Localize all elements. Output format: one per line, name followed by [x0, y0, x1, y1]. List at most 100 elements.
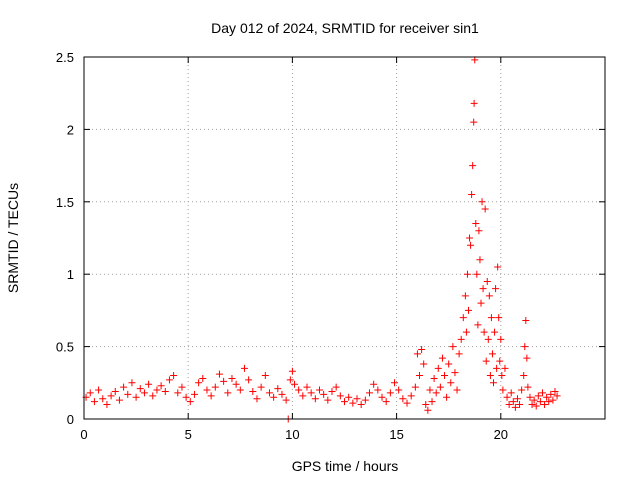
data-point: [307, 389, 315, 397]
data-point: [469, 162, 477, 170]
data-point: [422, 401, 430, 409]
data-point: [526, 393, 534, 401]
data-point: [434, 364, 442, 372]
data-point: [547, 390, 555, 398]
data-point: [470, 99, 478, 107]
data-point: [328, 387, 336, 395]
data-point: [426, 386, 434, 394]
data-point: [438, 354, 446, 362]
axis-ticks: 0 5 10 15 20 0 0.5 1 1.5 2 2.5: [56, 50, 605, 442]
data-point: [420, 360, 428, 368]
data-point: [386, 389, 394, 397]
data-point: [174, 389, 182, 397]
data-point: [507, 389, 515, 397]
data-point: [472, 220, 480, 228]
data-point: [503, 393, 511, 401]
data-point: [463, 270, 471, 278]
data-point: [524, 383, 532, 391]
data-point: [474, 321, 482, 329]
data-point: [332, 383, 340, 391]
data-point: [132, 393, 140, 401]
plot-frame: [83, 56, 606, 420]
data-point: [324, 396, 332, 404]
data-point: [195, 379, 203, 387]
data-point: [486, 372, 494, 380]
data-point: [407, 392, 415, 400]
data-point: [538, 389, 546, 397]
data-point: [361, 396, 369, 404]
data-point: [418, 345, 426, 353]
data-point: [493, 364, 501, 372]
data-point: [482, 357, 490, 365]
data-point: [476, 256, 484, 264]
x-tick-label: 5: [185, 427, 192, 442]
data-point: [345, 393, 353, 401]
data-point: [545, 398, 553, 406]
data-point: [374, 386, 382, 394]
data-point: [349, 399, 357, 407]
data-point: [270, 393, 278, 401]
grid-layer: [84, 57, 605, 419]
data-point: [199, 374, 207, 382]
data-point: [165, 376, 173, 384]
data-point: [145, 380, 153, 388]
data-point: [86, 389, 94, 397]
data-point: [395, 386, 403, 394]
chart-title: Day 012 of 2024, SRMTID for receiver sin…: [211, 20, 479, 36]
data-point: [541, 401, 549, 409]
data-point: [468, 191, 476, 199]
data-point: [484, 335, 492, 343]
data-point: [522, 317, 530, 325]
data-point: [203, 386, 211, 394]
data-point: [403, 399, 411, 407]
data-point: [516, 401, 524, 409]
data-point: [534, 392, 542, 400]
data-point: [511, 403, 519, 411]
x-tick-label: 20: [494, 427, 508, 442]
data-point: [382, 398, 390, 406]
data-point: [485, 292, 493, 300]
data-point: [413, 350, 421, 358]
data-point: [466, 234, 474, 242]
data-point: [416, 372, 424, 380]
data-point: [445, 360, 453, 368]
data-point: [120, 383, 128, 391]
data-point: [236, 386, 244, 394]
data-point: [115, 396, 123, 404]
data-point: [136, 385, 144, 393]
data-point: [95, 386, 103, 394]
data-point: [475, 227, 483, 235]
data-point: [480, 328, 488, 336]
data-point: [532, 402, 540, 410]
data-point: [107, 392, 115, 400]
data-point: [518, 386, 526, 394]
data-point: [457, 335, 465, 343]
data-point: [182, 393, 190, 401]
data-point: [261, 372, 269, 380]
data-point: [528, 401, 536, 409]
data-point: [543, 393, 551, 401]
data-point: [228, 374, 236, 382]
data-point: [443, 393, 451, 401]
data-point: [311, 395, 319, 403]
data-point: [232, 380, 240, 388]
data-point: [494, 263, 502, 271]
data-point: [487, 314, 495, 322]
data-point: [483, 277, 491, 285]
data-point: [353, 395, 361, 403]
data-point: [257, 383, 265, 391]
data-point: [178, 383, 186, 391]
data-point: [430, 374, 438, 382]
data-point: [211, 383, 219, 391]
data-point: [453, 386, 461, 394]
data-point: [495, 314, 503, 322]
data-point: [490, 379, 498, 387]
y-tick-label: 2: [67, 122, 74, 137]
data-point: [240, 364, 248, 372]
data-point: [249, 387, 257, 395]
data-point: [157, 382, 165, 390]
data-points: [82, 56, 561, 423]
data-point: [459, 314, 467, 322]
data-point: [265, 389, 273, 397]
data-point: [498, 372, 506, 380]
